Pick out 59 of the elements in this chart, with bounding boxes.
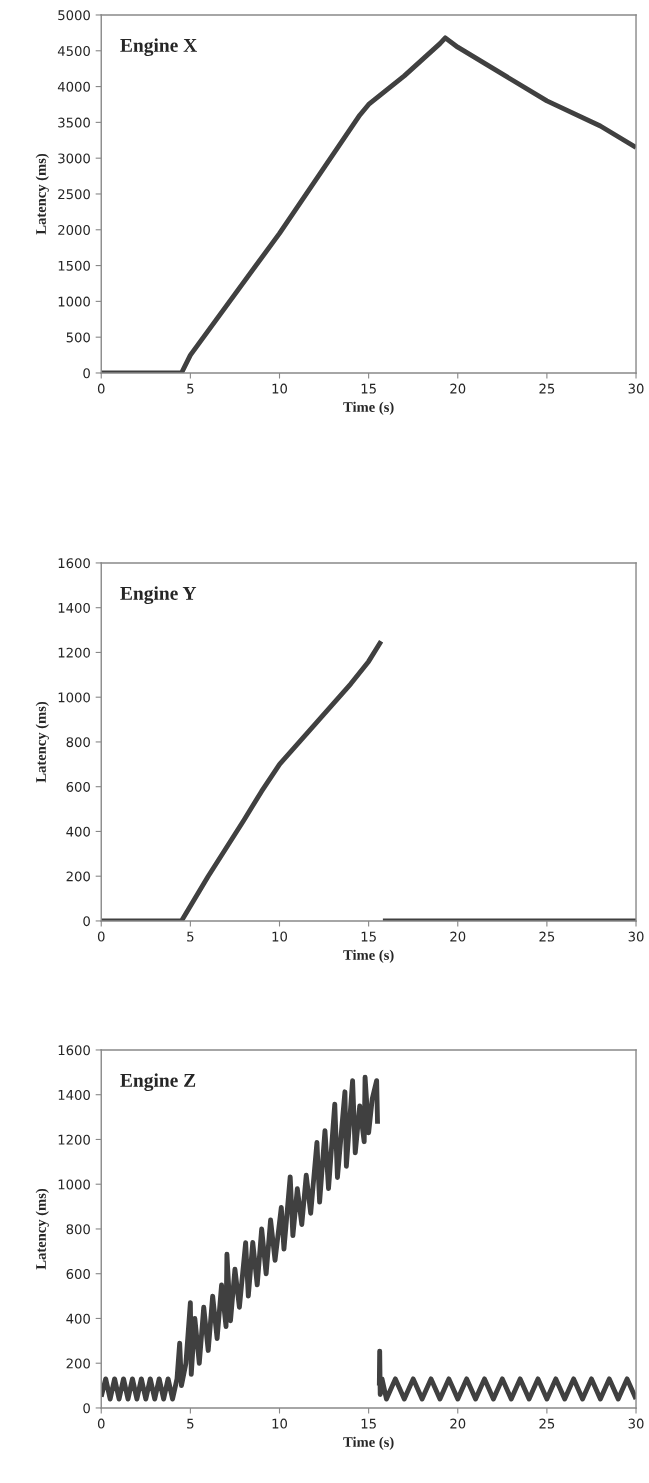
- y-tick-label: 400: [66, 826, 90, 837]
- y-tick-label: 3000: [58, 153, 90, 164]
- y-tick-label: 200: [66, 871, 90, 882]
- x-tick-label: 10: [272, 383, 288, 394]
- y-tick-label: 1500: [58, 260, 90, 271]
- y-tick-label: 500: [66, 332, 90, 343]
- y-tick-label: 600: [66, 781, 90, 792]
- x-axis-title: Time (s): [343, 949, 394, 963]
- y-tick-label: 1200: [58, 1134, 90, 1145]
- x-tick-label: 20: [450, 383, 466, 394]
- x-tick-label: 25: [539, 931, 555, 942]
- x-tick-label: 30: [628, 383, 644, 394]
- x-tick-label: 20: [450, 931, 466, 942]
- y-tick-label: 0: [83, 1403, 90, 1414]
- x-tick-label: 5: [187, 383, 194, 394]
- x-axis-title: Time (s): [343, 1436, 394, 1450]
- y-tick-label: 1000: [58, 692, 90, 703]
- y-axis-title: Latency (ms): [35, 153, 49, 235]
- y-tick-label: 1400: [58, 602, 90, 613]
- x-tick-label: 0: [97, 931, 105, 942]
- y-axis-title: Latency (ms): [35, 701, 49, 783]
- y-tick-label: 800: [66, 1224, 90, 1235]
- y-tick-label: 1200: [58, 647, 90, 658]
- y-tick-label: 2500: [58, 189, 90, 200]
- text: Engine X: [120, 38, 197, 57]
- y-tick-label: 4000: [57, 81, 90, 92]
- text: Engine Z: [120, 1073, 196, 1092]
- x-tick-label: 0: [97, 383, 105, 394]
- y-tick-label: 800: [66, 737, 90, 748]
- y-tick-label: 4500: [57, 46, 90, 56]
- text: Engine Y: [120, 586, 197, 604]
- x-axis-title: Time (s): [343, 401, 394, 415]
- x-tick-label: 5: [187, 1418, 194, 1429]
- y-tick-label: 1400: [58, 1089, 90, 1100]
- x-tick-label: 5: [187, 931, 194, 942]
- y-tick-label: 5000: [58, 10, 90, 21]
- x-tick-label: 15: [361, 383, 376, 394]
- x-tick-label: 10: [272, 931, 288, 942]
- y-tick-label: 1000: [58, 296, 90, 307]
- x-tick-label: 15: [361, 1418, 376, 1429]
- x-tick-label: 30: [628, 1418, 644, 1429]
- y-tick-label: 200: [66, 1358, 90, 1369]
- x-tick-label: 0: [97, 1418, 105, 1429]
- y-tick-label: 600: [66, 1268, 90, 1279]
- x-tick-label: 25: [539, 383, 555, 394]
- y-axis-title: Latency (ms): [35, 1188, 49, 1270]
- y-tick-label: 1600: [58, 1045, 90, 1056]
- y-tick-label: 1600: [58, 558, 90, 569]
- y-tick-label: 0: [83, 368, 90, 379]
- y-tick-label: 1000: [58, 1179, 90, 1190]
- x-tick-label: 30: [628, 931, 644, 942]
- x-tick-label: 20: [450, 1418, 466, 1429]
- x-tick-label: 10: [272, 1418, 288, 1429]
- y-tick-label: 3500: [58, 117, 90, 128]
- y-tick-label: 400: [66, 1313, 90, 1324]
- x-tick-label: 25: [539, 1418, 555, 1429]
- y-tick-label: 2000: [58, 225, 90, 235]
- x-tick-label: 15: [361, 931, 376, 942]
- y-tick-label: 0: [83, 916, 90, 927]
